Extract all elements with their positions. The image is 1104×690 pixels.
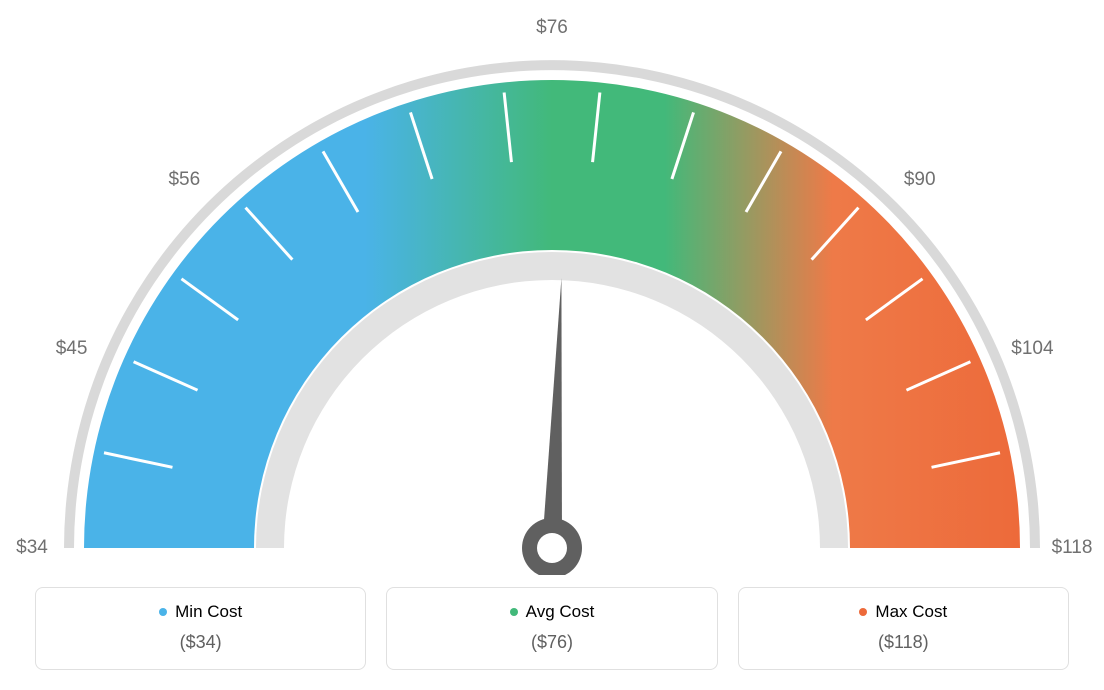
gauge-tick-label: $90 <box>904 169 936 191</box>
legend-card-max: Max Cost ($118) <box>738 587 1069 670</box>
gauge-tick-label: $76 <box>536 17 568 39</box>
legend-dot-min <box>159 608 167 616</box>
legend-value-min: ($34) <box>36 632 365 653</box>
gauge-tick-label: $104 <box>1011 338 1053 360</box>
legend-title-min: Min Cost <box>36 602 365 622</box>
gauge-tick-label: $118 <box>1052 537 1093 559</box>
legend-row: Min Cost ($34) Avg Cost ($76) Max Cost (… <box>35 587 1069 670</box>
gauge-area: $34 $45 $56 $76 $90 $104 $118 <box>0 0 1104 575</box>
legend-title-max: Max Cost <box>739 602 1068 622</box>
gauge-svg <box>0 0 1104 575</box>
legend-label-avg: Avg Cost <box>526 602 595 622</box>
legend-value-max: ($118) <box>739 632 1068 653</box>
legend-card-min: Min Cost ($34) <box>35 587 366 670</box>
gauge-tick-label: $34 <box>16 537 48 559</box>
legend-dot-max <box>859 608 867 616</box>
legend-label-min: Min Cost <box>175 602 242 622</box>
gauge-tick-label: $45 <box>56 338 88 360</box>
legend-value-avg: ($76) <box>387 632 716 653</box>
legend-title-avg: Avg Cost <box>387 602 716 622</box>
legend-dot-avg <box>510 608 518 616</box>
chart-container: $34 $45 $56 $76 $90 $104 $118 Min Cost ($34) A… <box>0 0 1104 690</box>
gauge-tick-label: $56 <box>168 169 200 191</box>
legend-card-avg: Avg Cost ($76) <box>386 587 717 670</box>
legend-label-max: Max Cost <box>875 602 947 622</box>
